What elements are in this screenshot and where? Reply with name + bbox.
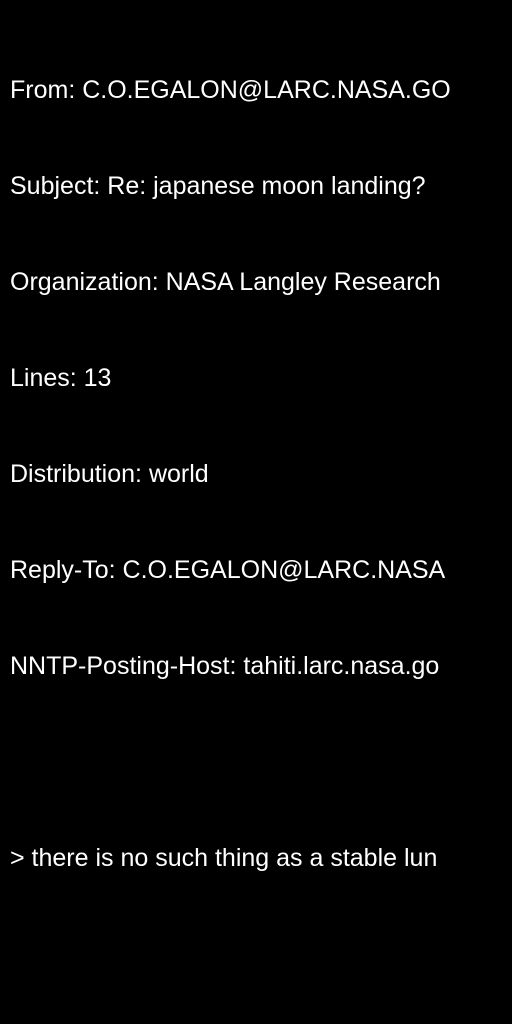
header-subject: Subject: Re: japanese moon landing? — [10, 172, 426, 200]
header-nntp-posting-host: NNTP-Posting-Host: tahiti.larc.nasa.go — [10, 652, 440, 680]
blank-line — [10, 938, 512, 970]
quoted-line: > there is no such thing as a stable lun — [10, 844, 438, 872]
message-view: From: C.O.EGALON@LARC.NASA.GO Subject: R… — [10, 10, 512, 1024]
header-from: From: C.O.EGALON@LARC.NASA.GO — [10, 76, 451, 104]
header-lines: Lines: 13 — [10, 364, 112, 392]
blank-line — [10, 746, 512, 778]
header-reply-to: Reply-To: C.O.EGALON@LARC.NASA — [10, 556, 446, 584]
header-distribution: Distribution: world — [10, 460, 209, 488]
header-organization: Organization: NASA Langley Research — [10, 268, 441, 296]
